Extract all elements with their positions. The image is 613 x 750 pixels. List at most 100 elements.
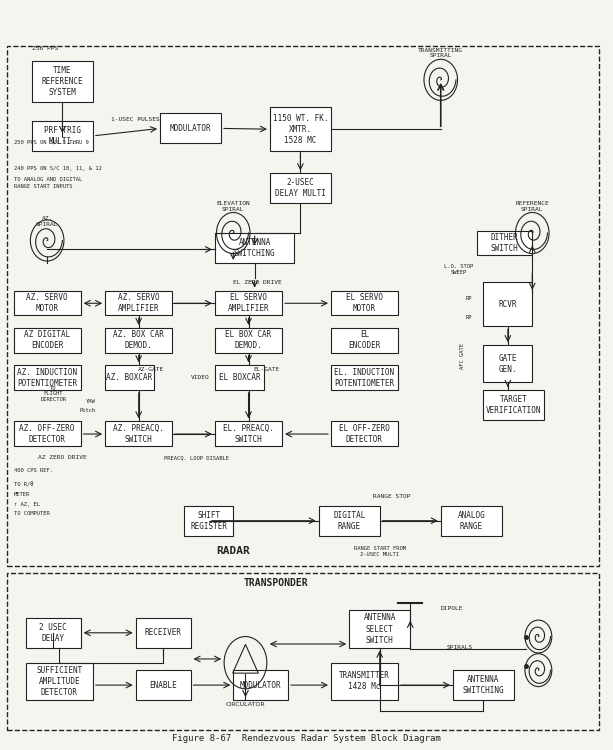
FancyBboxPatch shape xyxy=(484,390,544,420)
FancyBboxPatch shape xyxy=(105,422,172,446)
FancyBboxPatch shape xyxy=(215,233,294,263)
FancyBboxPatch shape xyxy=(349,610,410,648)
Text: Figure 8-67  Rendezvous Radar System Block Diagram: Figure 8-67 Rendezvous Radar System Bloc… xyxy=(172,734,441,742)
Text: SHIFT
REGISTER: SHIFT REGISTER xyxy=(191,511,227,531)
Text: EL
ENCODER: EL ENCODER xyxy=(348,330,381,350)
Text: EL BOX CAR
DEMOD.: EL BOX CAR DEMOD. xyxy=(226,330,272,350)
Text: YAW: YAW xyxy=(86,399,96,404)
Text: TRANSMITTER
1428 Mc: TRANSMITTER 1428 Mc xyxy=(339,671,390,692)
Text: 400 CPS REF.: 400 CPS REF. xyxy=(13,468,53,473)
FancyBboxPatch shape xyxy=(13,365,81,390)
Text: AZ. PREACQ.
SWITCH: AZ. PREACQ. SWITCH xyxy=(113,424,164,444)
Text: SPIRALS: SPIRALS xyxy=(447,645,473,650)
Text: ANTENNA
SWITCHING: ANTENNA SWITCHING xyxy=(234,238,275,258)
Text: AZ.
SPIRAL: AZ. SPIRAL xyxy=(36,216,58,226)
Text: SUFFICIENT
AMPLITUDE
DETECTOR: SUFFICIENT AMPLITUDE DETECTOR xyxy=(36,666,83,697)
Text: EL-GATE: EL-GATE xyxy=(254,368,280,372)
Text: DIPOLE: DIPOLE xyxy=(441,606,463,611)
FancyBboxPatch shape xyxy=(331,328,398,352)
Text: TO ANALOG AND DIGITAL: TO ANALOG AND DIGITAL xyxy=(13,177,82,182)
Text: RANGE START INPUTS: RANGE START INPUTS xyxy=(13,184,72,189)
FancyBboxPatch shape xyxy=(331,663,398,700)
Text: RADAR: RADAR xyxy=(216,546,250,556)
Text: ELEVATION
SPIRAL: ELEVATION SPIRAL xyxy=(216,201,250,211)
Text: 2 USEC
DELAY: 2 USEC DELAY xyxy=(39,622,67,643)
Text: VIDEO: VIDEO xyxy=(191,375,209,380)
FancyBboxPatch shape xyxy=(32,62,93,102)
Text: PREACQ. LOOP DISABLE: PREACQ. LOOP DISABLE xyxy=(164,455,229,460)
Text: TARGET
VERIFICATION: TARGET VERIFICATION xyxy=(486,394,542,415)
Text: TIME
REFERENCE
SYSTEM: TIME REFERENCE SYSTEM xyxy=(42,66,83,98)
Text: AFC GATE: AFC GATE xyxy=(460,343,465,368)
Text: RANGE START FROM
2-USEC MULTI: RANGE START FROM 2-USEC MULTI xyxy=(354,546,406,556)
FancyBboxPatch shape xyxy=(331,365,398,390)
FancyBboxPatch shape xyxy=(185,506,234,536)
Text: ANTENNA
SWITCHING: ANTENNA SWITCHING xyxy=(463,675,504,695)
Text: RECEIVER: RECEIVER xyxy=(145,628,181,638)
Text: 1150 WT. FK.
XMTR.
1528 MC: 1150 WT. FK. XMTR. 1528 MC xyxy=(273,113,328,145)
Text: EL ZERO DRIVE: EL ZERO DRIVE xyxy=(234,280,282,285)
FancyBboxPatch shape xyxy=(135,670,191,700)
Text: DITHER
SWITCH: DITHER SWITCH xyxy=(491,233,519,254)
Text: MODULATOR: MODULATOR xyxy=(170,124,211,133)
Text: EL SERVO
MOTOR: EL SERVO MOTOR xyxy=(346,292,383,313)
Text: METER: METER xyxy=(13,492,30,497)
FancyBboxPatch shape xyxy=(105,328,172,352)
FancyBboxPatch shape xyxy=(105,290,172,315)
Text: AZ. BOX CAR
DEMOD.: AZ. BOX CAR DEMOD. xyxy=(113,330,164,350)
Text: EL BOXCAR: EL BOXCAR xyxy=(219,373,260,382)
Text: PRF TRIG
MULTI.: PRF TRIG MULTI. xyxy=(44,126,81,146)
Text: EL SERVO
AMPLIFIER: EL SERVO AMPLIFIER xyxy=(227,292,269,313)
Text: AZ. BOXCAR: AZ. BOXCAR xyxy=(107,373,153,382)
Text: 250 PPS ON S/C 5 THRU 9: 250 PPS ON S/C 5 THRU 9 xyxy=(13,140,88,144)
FancyBboxPatch shape xyxy=(331,290,398,315)
Text: DIGITAL
RANGE: DIGITAL RANGE xyxy=(333,511,365,531)
FancyBboxPatch shape xyxy=(26,618,81,648)
Text: ANTENNA
SELECT
SWITCH: ANTENNA SELECT SWITCH xyxy=(364,614,396,645)
Text: Pitch: Pitch xyxy=(80,408,96,413)
FancyBboxPatch shape xyxy=(319,506,379,536)
FancyBboxPatch shape xyxy=(270,107,331,151)
Text: AZ ZERO DRIVE: AZ ZERO DRIVE xyxy=(38,455,87,460)
Text: 240 PPS ON S/C 10, 11, & 12: 240 PPS ON S/C 10, 11, & 12 xyxy=(13,166,101,170)
Text: 1-USEC PULSES: 1-USEC PULSES xyxy=(112,117,160,122)
Text: RP: RP xyxy=(465,296,472,302)
Text: AZ-GATE: AZ-GATE xyxy=(138,368,164,372)
FancyBboxPatch shape xyxy=(234,670,288,700)
Text: AZ. SERVO
MOTOR: AZ. SERVO MOTOR xyxy=(26,292,68,313)
Text: MODULATOR: MODULATOR xyxy=(240,680,281,689)
Text: RANGE STOP: RANGE STOP xyxy=(373,494,411,500)
FancyBboxPatch shape xyxy=(331,422,398,446)
FancyBboxPatch shape xyxy=(215,328,282,352)
Text: AZ. OFF-ZERO
DETECTOR: AZ. OFF-ZERO DETECTOR xyxy=(20,424,75,444)
Text: EL OFF-ZERO
DETECTOR: EL OFF-ZERO DETECTOR xyxy=(339,424,390,444)
FancyBboxPatch shape xyxy=(135,618,191,648)
FancyBboxPatch shape xyxy=(13,422,81,446)
Text: L.O. STOP
SWEEP: L.O. STOP SWEEP xyxy=(444,264,474,275)
Text: RCVR: RCVR xyxy=(498,299,517,308)
Text: AZ. INDUCTION
POTENTIOMETER: AZ. INDUCTION POTENTIOMETER xyxy=(17,368,77,388)
Text: GATE
GEN.: GATE GEN. xyxy=(498,354,517,374)
Text: ENABLE: ENABLE xyxy=(149,680,177,689)
Text: CIRCULATOR: CIRCULATOR xyxy=(226,702,265,707)
FancyBboxPatch shape xyxy=(160,113,221,143)
FancyBboxPatch shape xyxy=(26,663,93,700)
Text: TRANSMITTING
SPIRAL: TRANSMITTING SPIRAL xyxy=(418,48,463,58)
Text: REFERENCE
SPIRAL: REFERENCE SPIRAL xyxy=(516,201,549,211)
Text: ↑ AZ, EL: ↑ AZ, EL xyxy=(13,502,40,507)
FancyBboxPatch shape xyxy=(215,422,282,446)
FancyBboxPatch shape xyxy=(215,365,264,390)
Text: TO R/θ: TO R/θ xyxy=(13,481,33,487)
FancyBboxPatch shape xyxy=(270,173,331,203)
FancyBboxPatch shape xyxy=(105,365,154,390)
FancyBboxPatch shape xyxy=(484,345,532,382)
FancyBboxPatch shape xyxy=(484,281,532,326)
Text: ANALOG
RANGE: ANALOG RANGE xyxy=(457,511,485,531)
FancyBboxPatch shape xyxy=(13,290,81,315)
Text: EL. PREACQ.
SWITCH: EL. PREACQ. SWITCH xyxy=(223,424,274,444)
Text: RP: RP xyxy=(465,315,472,320)
Text: 256 PPS: 256 PPS xyxy=(32,46,58,51)
FancyBboxPatch shape xyxy=(453,670,514,700)
Text: AZ DIGITAL
ENCODER: AZ DIGITAL ENCODER xyxy=(24,330,70,350)
FancyBboxPatch shape xyxy=(478,231,532,256)
